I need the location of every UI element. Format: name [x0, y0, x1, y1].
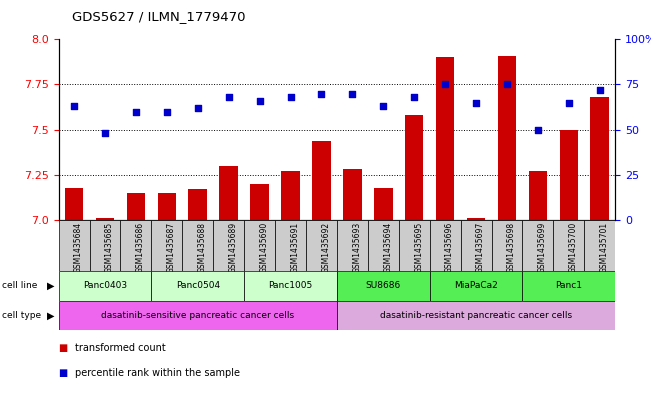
Bar: [436, 57, 454, 220]
Bar: [405, 115, 423, 220]
Point: [131, 108, 141, 115]
Text: GSM1435698: GSM1435698: [507, 222, 516, 273]
Bar: [281, 171, 299, 220]
Point: [564, 99, 574, 106]
Point: [316, 90, 327, 97]
Bar: [89, 220, 120, 271]
Text: GSM1435689: GSM1435689: [229, 222, 238, 273]
Bar: [584, 220, 615, 271]
Point: [409, 94, 419, 100]
Text: GSM1435685: GSM1435685: [105, 222, 114, 273]
Text: Panc0403: Panc0403: [83, 281, 127, 290]
Bar: [244, 271, 337, 301]
Bar: [275, 220, 306, 271]
Bar: [497, 55, 516, 220]
Bar: [522, 220, 553, 271]
Bar: [182, 220, 213, 271]
Bar: [559, 130, 578, 220]
Text: GSM1435695: GSM1435695: [414, 222, 423, 273]
Text: GSM1435694: GSM1435694: [383, 222, 393, 273]
Text: MiaPaCa2: MiaPaCa2: [454, 281, 498, 290]
Point: [161, 108, 172, 115]
Text: GSM1435699: GSM1435699: [538, 222, 547, 273]
Bar: [96, 218, 115, 220]
Text: SU8686: SU8686: [366, 281, 401, 290]
Bar: [219, 166, 238, 220]
Text: percentile rank within the sample: percentile rank within the sample: [75, 368, 240, 378]
Text: ▶: ▶: [47, 310, 55, 320]
Bar: [337, 301, 615, 330]
Text: transformed count: transformed count: [75, 343, 165, 353]
Bar: [430, 220, 460, 271]
Bar: [189, 189, 207, 220]
Bar: [590, 97, 609, 220]
Point: [594, 87, 605, 93]
Text: ■: ■: [59, 343, 68, 353]
Point: [347, 90, 357, 97]
Text: cell type: cell type: [2, 311, 41, 320]
Point: [223, 94, 234, 100]
Text: GSM1435684: GSM1435684: [74, 222, 83, 273]
Text: GSM1435692: GSM1435692: [322, 222, 331, 273]
Bar: [368, 220, 398, 271]
Point: [440, 81, 450, 88]
Bar: [337, 271, 430, 301]
Text: ▶: ▶: [47, 281, 55, 291]
Text: Panc1005: Panc1005: [268, 281, 312, 290]
Bar: [343, 169, 361, 220]
Text: dasatinib-sensitive pancreatic cancer cells: dasatinib-sensitive pancreatic cancer ce…: [101, 311, 294, 320]
Bar: [398, 220, 430, 271]
Bar: [374, 187, 393, 220]
Point: [100, 130, 110, 136]
Point: [69, 103, 79, 109]
Point: [285, 94, 296, 100]
Bar: [213, 220, 244, 271]
Text: GSM1435693: GSM1435693: [352, 222, 361, 273]
Bar: [430, 271, 522, 301]
Point: [471, 99, 481, 106]
Bar: [65, 187, 83, 220]
Bar: [120, 220, 151, 271]
Bar: [337, 220, 368, 271]
Bar: [250, 184, 269, 220]
Bar: [529, 171, 547, 220]
Text: Panc0504: Panc0504: [176, 281, 220, 290]
Text: GSM1435701: GSM1435701: [600, 222, 609, 273]
Bar: [244, 220, 275, 271]
Bar: [59, 301, 337, 330]
Point: [533, 127, 543, 133]
Text: GSM1435691: GSM1435691: [290, 222, 299, 273]
Bar: [126, 193, 145, 220]
Bar: [158, 193, 176, 220]
Text: GSM1435697: GSM1435697: [476, 222, 485, 273]
Bar: [492, 220, 522, 271]
Bar: [460, 220, 492, 271]
Text: GSM1435687: GSM1435687: [167, 222, 176, 273]
Point: [378, 103, 389, 109]
Point: [193, 105, 203, 111]
Text: GSM1435686: GSM1435686: [136, 222, 145, 273]
Text: dasatinib-resistant pancreatic cancer cells: dasatinib-resistant pancreatic cancer ce…: [380, 311, 572, 320]
Bar: [306, 220, 337, 271]
Text: GSM1435700: GSM1435700: [569, 222, 578, 273]
Point: [502, 81, 512, 88]
Text: GSM1435690: GSM1435690: [260, 222, 269, 273]
Text: cell line: cell line: [2, 281, 37, 290]
Bar: [59, 220, 89, 271]
Bar: [467, 218, 485, 220]
Text: GSM1435696: GSM1435696: [445, 222, 454, 273]
Bar: [151, 271, 244, 301]
Bar: [312, 141, 331, 220]
Text: ■: ■: [59, 368, 68, 378]
Bar: [59, 271, 151, 301]
Bar: [151, 220, 182, 271]
Bar: [553, 220, 584, 271]
Point: [255, 97, 265, 104]
Text: GSM1435688: GSM1435688: [198, 222, 207, 273]
Text: Panc1: Panc1: [555, 281, 582, 290]
Text: GDS5627 / ILMN_1779470: GDS5627 / ILMN_1779470: [72, 10, 245, 23]
Bar: [522, 271, 615, 301]
